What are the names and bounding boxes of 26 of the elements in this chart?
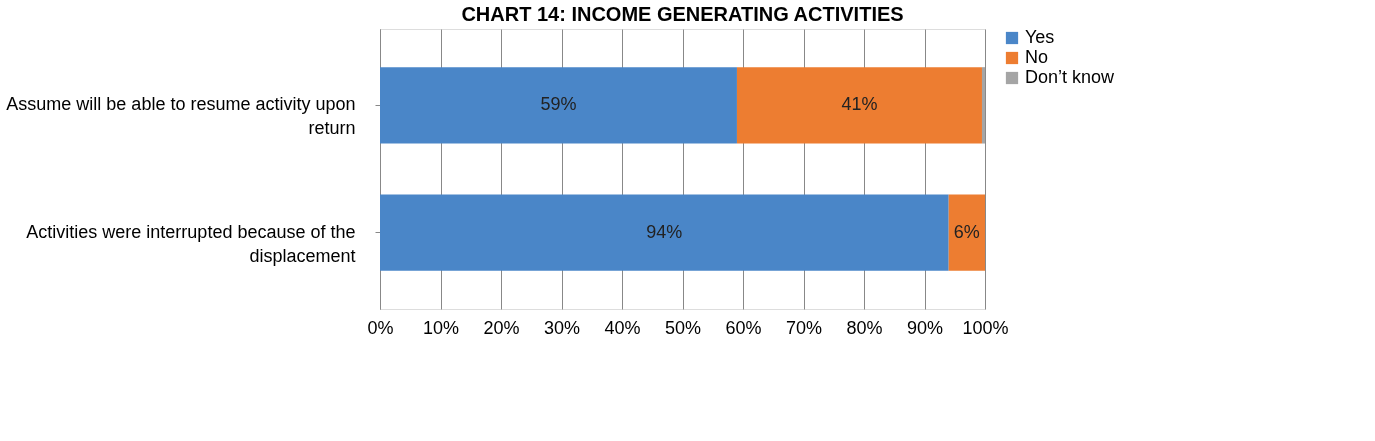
y-tick-label: Assume will be able to resume activity upon return [6,94,356,139]
bar [981,67,985,144]
bar [380,67,737,144]
x-tick-label: 10% [422,317,460,338]
x-tick-label: 50% [664,317,702,338]
legend-label: Don’t know [1025,67,1116,87]
x-tick-label: 40% [604,317,641,338]
legend-label: No [1025,47,1049,67]
x-tick-label: 20% [483,317,520,338]
data-label: 6% [953,221,980,242]
bar [736,67,982,144]
legend-label: Yes [1025,27,1055,47]
x-tick-label: 90% [906,317,944,338]
chart-title: CHART 14: INCOME GENERATING ACTIVITIES [461,3,904,25]
x-tick-label: 70% [785,317,823,338]
data-label: 41% [841,94,878,115]
y-tick-label: Activities were interrupted because of the displacement [26,221,356,266]
x-tick-label: 80% [846,317,883,338]
x-tick-label: 60% [725,317,762,338]
x-tick-label: 100% [962,317,1009,338]
x-tick-label: 0% [367,317,394,338]
x-tick-label: 30% [543,317,581,338]
data-label: 59% [540,94,577,115]
data-label: 94% [646,221,683,242]
bar [948,194,985,271]
bar [380,194,949,271]
